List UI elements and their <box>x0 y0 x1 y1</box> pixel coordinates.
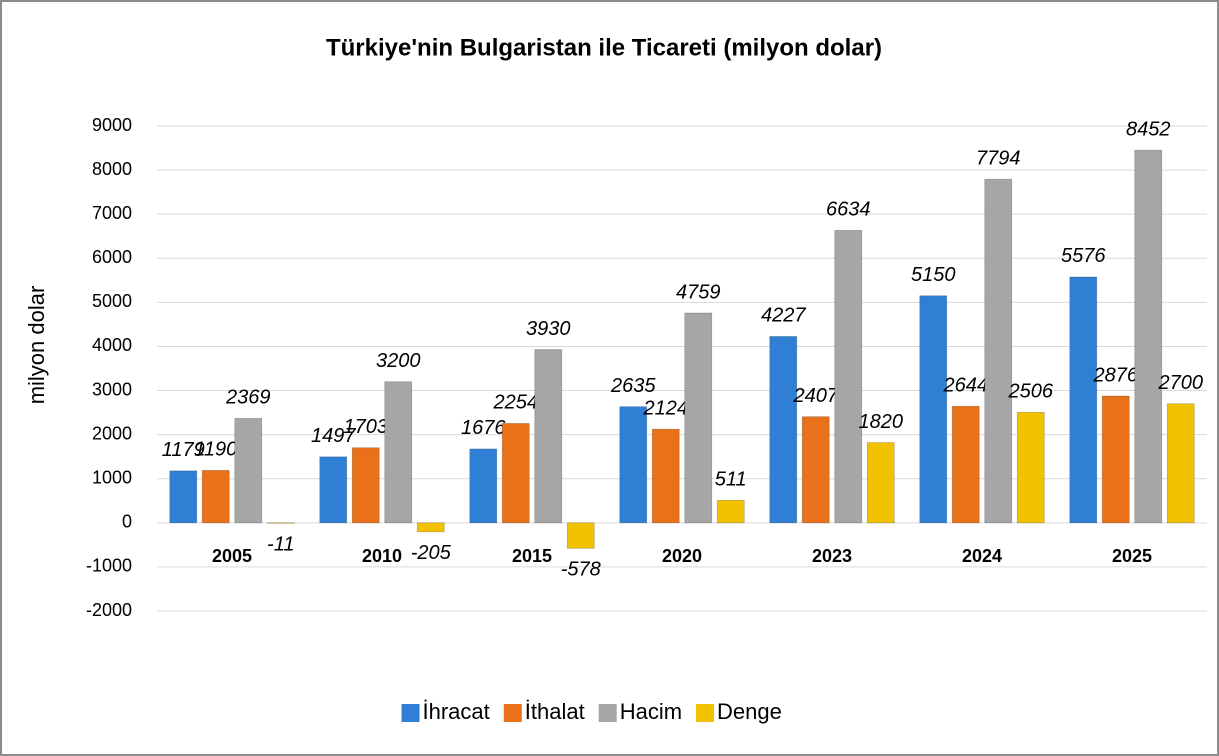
value-label: 2876 <box>1093 364 1139 386</box>
bar <box>234 418 263 524</box>
x-tick-label: 2024 <box>962 546 1002 566</box>
x-tick-label: 2010 <box>362 546 402 566</box>
value-label: 7794 <box>976 147 1021 169</box>
y-tick-label: 1000 <box>92 467 132 487</box>
legend-swatch <box>503 704 522 722</box>
bar <box>619 406 648 524</box>
legend-label: İhracat <box>423 699 490 724</box>
value-label: 3930 <box>526 318 571 340</box>
y-tick-label: -2000 <box>86 600 132 620</box>
x-tick-label: 2015 <box>512 546 552 566</box>
x-tick-label: 2023 <box>812 546 852 566</box>
bar <box>1166 403 1195 524</box>
value-label: 3200 <box>376 350 421 372</box>
bar <box>416 522 445 533</box>
bar <box>1134 149 1163 524</box>
y-tick-label: 8000 <box>92 159 132 179</box>
bar <box>951 405 980 524</box>
value-label: 2635 <box>610 375 656 397</box>
value-label: 2124 <box>643 397 689 419</box>
y-tick-label: 0 <box>122 512 132 532</box>
value-label: 1497 <box>311 425 356 447</box>
value-label: 4759 <box>676 281 721 303</box>
bar <box>1016 411 1045 524</box>
bar <box>319 456 348 524</box>
bar <box>384 381 413 524</box>
value-label: 2407 <box>793 385 839 407</box>
value-label: 2506 <box>1008 381 1054 403</box>
y-tick-label: 4000 <box>92 335 132 355</box>
bar <box>534 349 563 524</box>
y-axis-title: milyon dolar <box>24 286 49 405</box>
x-tick-label: 2020 <box>662 546 702 566</box>
legend-swatch <box>401 704 420 722</box>
legend-swatch <box>598 704 617 722</box>
bar <box>716 499 745 524</box>
value-label: 1179 <box>162 439 205 461</box>
bar <box>201 470 230 524</box>
bar <box>801 416 830 524</box>
value-label: 5150 <box>911 264 956 286</box>
legend-label: Hacim <box>620 699 682 724</box>
bar <box>1101 395 1130 524</box>
bar <box>566 522 595 549</box>
y-tick-label: 2000 <box>92 423 132 443</box>
value-label: -578 <box>561 559 601 581</box>
bar <box>1069 276 1098 524</box>
value-label: 2254 <box>493 392 539 414</box>
y-tick-label: 6000 <box>92 247 132 267</box>
y-tick-label: 3000 <box>92 379 132 399</box>
chart-title: Türkiye'nin Bulgaristan ile Ticareti (mi… <box>326 34 882 61</box>
legend-swatch <box>696 704 715 722</box>
value-label: 511 <box>715 469 747 491</box>
value-label: 4227 <box>761 305 806 327</box>
y-tick-label: 7000 <box>92 203 132 223</box>
value-label: 2644 <box>943 375 989 397</box>
bar <box>984 178 1013 524</box>
value-label: 2700 <box>1158 372 1204 394</box>
value-label: 6634 <box>826 199 871 221</box>
bar <box>501 423 530 524</box>
value-label: 1820 <box>859 411 904 433</box>
value-label: 1190 <box>194 439 237 461</box>
bar <box>834 229 863 524</box>
value-label: 5576 <box>1061 245 1106 267</box>
bar <box>769 336 798 524</box>
x-tick-label: 2005 <box>212 546 252 566</box>
bar <box>351 447 380 524</box>
bar <box>169 470 198 524</box>
value-label: 1676 <box>461 417 506 439</box>
y-tick-label: -1000 <box>86 556 132 576</box>
value-label: 8452 <box>1126 118 1171 140</box>
value-label: 2369 <box>225 387 271 409</box>
y-tick-label: 9000 <box>92 115 132 135</box>
bar <box>684 312 713 524</box>
y-tick-label: 5000 <box>92 291 132 311</box>
bar <box>469 448 498 524</box>
x-tick-label: 2025 <box>1112 546 1152 566</box>
value-label: -205 <box>411 542 452 564</box>
legend-label: İthalat <box>525 699 585 724</box>
bar <box>651 428 680 524</box>
value-label: -11 <box>267 534 294 556</box>
value-label: 1703 <box>344 416 389 438</box>
bar <box>866 442 895 524</box>
legend-label: Denge <box>717 699 782 724</box>
bar <box>919 295 948 524</box>
